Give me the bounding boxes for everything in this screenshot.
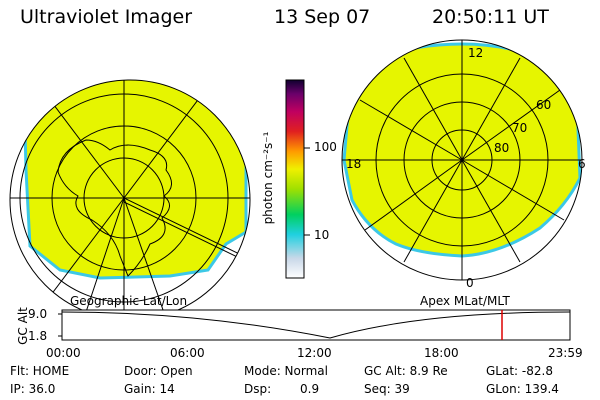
alt-ytick-1-8: 1.8 [28,329,48,343]
info-flt: Flt: HOME [10,364,70,378]
magnetic-map [341,39,583,281]
colorbar-tick-10: 10 [314,228,330,242]
date-label: 13 Sep 07 [274,6,371,28]
info-dsp-label: Dsp: [244,382,272,396]
info-glat: GLat: -82.8 [486,364,553,378]
antarctica-coastline [57,139,172,277]
info-dsp-value: 0.9 [300,382,320,396]
geographic-caption: Geographic Lat/Lon [70,294,188,308]
time-label: 20:50:11 UT [432,6,549,28]
alt-xtick-0000: 00:00 [46,346,81,360]
colorbar-unit-label: photon cm⁻²s⁻¹ [261,131,275,225]
alt-xtick-1200: 12:00 [297,346,332,360]
alt-xtick-2359: 23:59 [548,346,583,360]
colorbar [285,79,310,279]
info-seq: Seq: 39 [364,382,410,396]
info-ip: IP: 36.0 [10,382,56,396]
instrument-title: Ultraviolet Imager [20,6,193,28]
mlt-label-0: 0 [466,276,474,290]
mlat-label-80: 80 [494,141,510,155]
uv-image-left-fill [22,80,248,280]
alt-xtick-1800: 18:00 [424,346,459,360]
info-glon: GLon: 139.4 [486,382,559,396]
mlt-label-12: 12 [468,46,484,60]
colorbar-tick-100: 100 [314,140,337,154]
mlt-label-6: 6 [578,157,586,171]
info-door: Door: Open [124,364,193,378]
mlt-label-18: 18 [346,157,362,171]
alt-xtick-0600: 06:00 [170,346,205,360]
mlat-label-60: 60 [536,98,552,112]
info-mode: Mode: Normal [244,364,328,378]
mlat-label-70: 70 [512,121,528,135]
alt-ytick-9: 9.0 [28,307,48,321]
geographic-map [9,79,251,321]
altitude-curve [61,311,571,339]
info-gc-alt: GC Alt: 8.9 Re [364,364,448,378]
info-gain: Gain: 14 [124,382,175,396]
apex-caption: Apex MLat/MLT [420,294,510,308]
altitude-plot [58,309,571,341]
